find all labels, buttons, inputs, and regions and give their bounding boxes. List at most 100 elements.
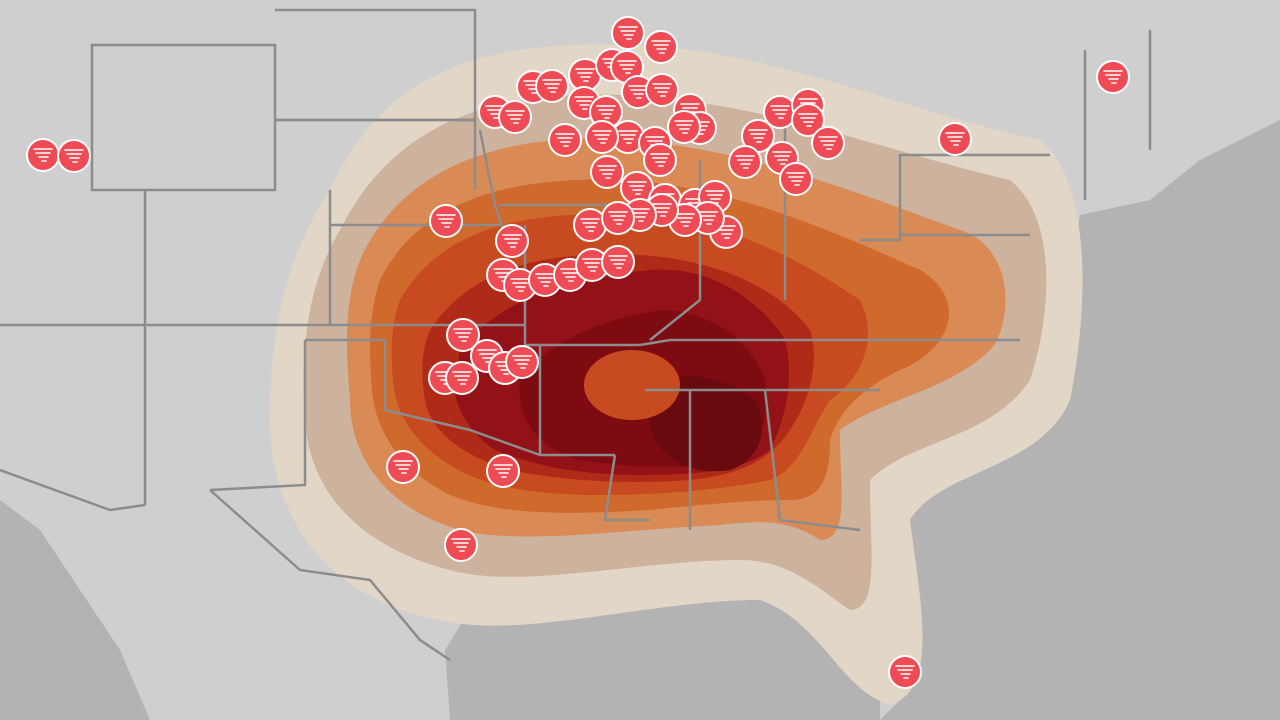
tornado-icon [580,218,600,232]
tornado-report-marker[interactable] [429,204,463,238]
tornado-icon [651,40,671,54]
tornado-report-marker[interactable] [57,139,91,173]
tornado-icon [592,130,612,144]
tornado-report-marker[interactable] [888,655,922,689]
tornado-icon [786,172,806,186]
marker-circle [611,16,645,50]
marker-circle [938,122,972,156]
tornado-report-marker[interactable] [590,155,624,189]
state-border [209,340,307,492]
tornado-icon [596,105,616,119]
atlantic-ocean [880,120,1280,720]
tornado-icon [477,349,497,363]
tornado-report-marker[interactable] [445,361,479,395]
tornado-icon [618,130,638,144]
tornado-icon [735,155,755,169]
tornado-icon [698,211,718,225]
pacific-coast-water [0,500,150,720]
marker-circle [445,361,479,395]
tornado-report-marker[interactable] [505,345,539,379]
tornado-report-marker[interactable] [620,171,654,205]
marker-circle [505,345,539,379]
tornado-report-marker[interactable] [568,58,602,92]
tornado-report-marker[interactable] [585,120,619,154]
tornado-icon [617,60,637,74]
marker-circle [645,73,679,107]
tornado-icon [652,203,672,217]
tornado-report-marker[interactable] [643,143,677,177]
state-border [478,129,507,236]
marker-circle [667,110,701,144]
tornado-icon [33,148,53,162]
tornado-report-marker[interactable] [645,73,679,107]
tornado-icon [1103,70,1123,84]
tornado-icon [608,255,628,269]
tornado-icon [542,79,562,93]
tornado-icon [555,133,575,147]
state-border [90,43,277,192]
tornado-report-marker[interactable] [667,110,701,144]
marker-circle [811,126,845,160]
tornado-report-marker[interactable] [779,162,813,196]
tornado-report-marker[interactable] [621,75,655,109]
tornado-report-marker[interactable] [741,119,775,153]
tornado-report-marker[interactable] [548,123,582,157]
state-border [209,489,451,662]
marker-circle [573,208,607,242]
state-border [523,225,640,347]
tornado-icon [510,278,530,292]
tornado-report-marker[interactable] [498,100,532,134]
tornado-markers [26,16,1130,689]
state-border [603,454,650,522]
marker-circle [585,120,619,154]
tornado-icon [650,153,670,167]
marker-circle [446,318,480,352]
tornado-report-marker[interactable] [728,145,762,179]
tornado-report-marker[interactable] [26,138,60,172]
tornado-icon [770,105,790,119]
tornado-icon [582,258,602,272]
tornado-icon [574,96,594,110]
tornado-report-marker[interactable] [495,224,529,258]
tornado-icon [597,165,617,179]
tornado-report-marker[interactable] [811,126,845,160]
tornado-report-marker[interactable] [446,318,480,352]
tornado-icon [798,113,818,127]
tornado-icon [436,214,456,228]
tornado-icon [502,234,522,248]
tornado-report-marker[interactable] [535,69,569,103]
state-border [860,153,1050,242]
tornado-icon [627,181,647,195]
density-level-9 [648,376,762,472]
tornado-report-marker[interactable] [601,245,635,279]
tornado-icon [895,665,915,679]
tornado-icon [535,273,555,287]
density-hotspot [584,350,680,420]
tornado-report-marker[interactable] [644,30,678,64]
tornado-report-marker[interactable] [486,454,520,488]
tornado-report-marker[interactable] [386,450,420,484]
tornado-icon [818,136,838,150]
tornado-report-marker[interactable] [938,122,972,156]
tornado-report-marker[interactable] [611,16,645,50]
marker-circle [57,139,91,173]
tornado-icon [675,213,695,227]
tornado-icon [453,328,473,342]
tornado-icon [393,460,413,474]
tornado-icon [452,371,472,385]
marker-circle [643,143,677,177]
tornado-report-marker[interactable] [444,528,478,562]
marker-circle [728,145,762,179]
tornado-report-marker[interactable] [1096,60,1130,94]
marker-circle [486,454,520,488]
tornado-report-marker[interactable] [573,208,607,242]
tornado-report-marker[interactable] [601,201,635,235]
state-border [763,389,861,532]
tornado-report-marker[interactable] [528,263,562,297]
tornado-report-marker[interactable] [791,103,825,137]
marker-circle [1096,60,1130,94]
tornado-icon [64,149,84,163]
marker-circle [444,528,478,562]
tornado-report-marker[interactable] [575,248,609,282]
